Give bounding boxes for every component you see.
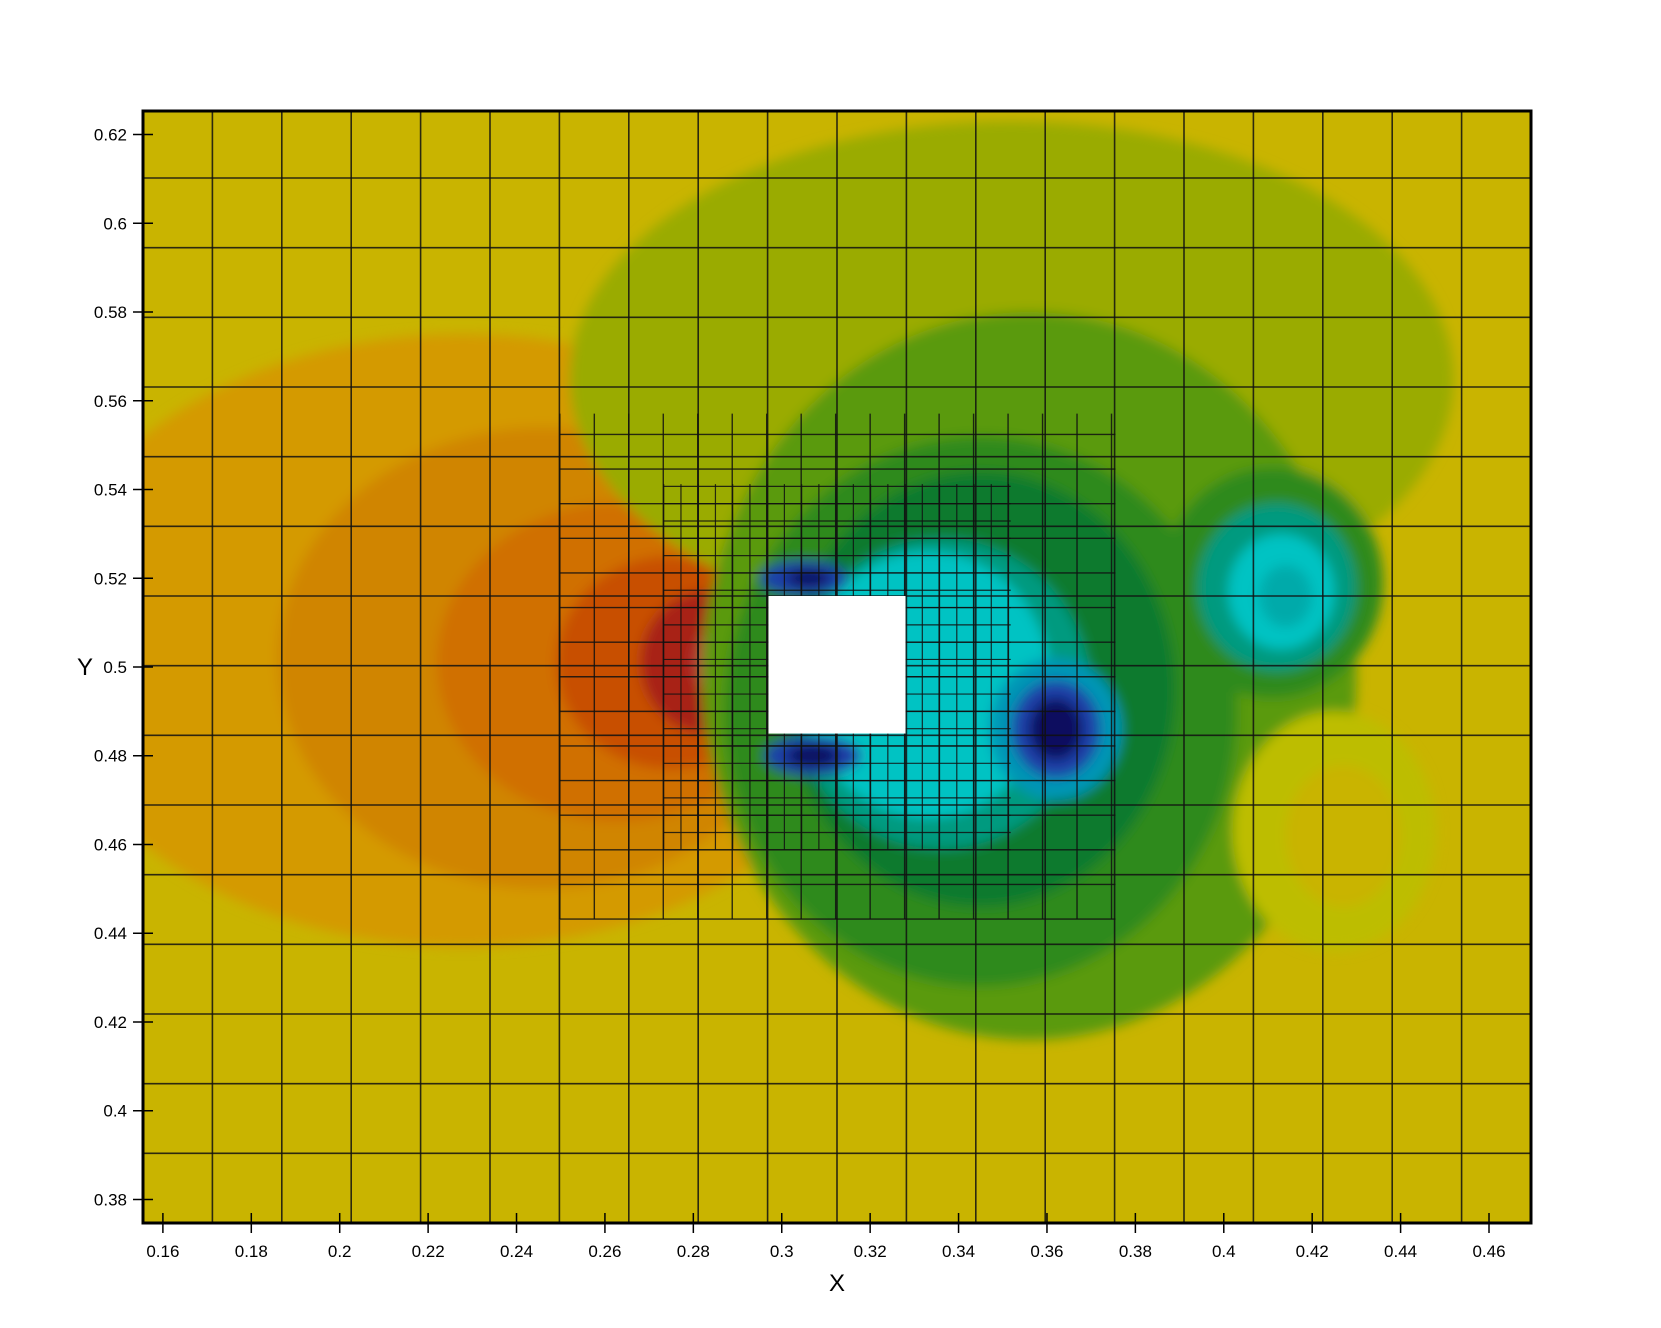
x-tick-label: 0.28 xyxy=(677,1242,710,1261)
x-axis-label: X xyxy=(829,1270,845,1297)
x-tick-label: 0.34 xyxy=(942,1242,975,1261)
y-tick-label: 0.54 xyxy=(94,481,127,500)
y-tick-label: 0.4 xyxy=(103,1102,127,1121)
y-axis-ticks: 0.38 0.4 0.42 0.44 0.46 0.48 0.5 0.52 0.54 0.56 0.… xyxy=(94,126,153,1209)
x-tick-label: 0.4 xyxy=(1212,1242,1236,1261)
y-tick-label: 0.48 xyxy=(94,747,127,766)
x-tick-label: 0.32 xyxy=(854,1242,887,1261)
x-tick-label: 0.3 xyxy=(770,1242,794,1261)
y-tick-label: 0.6 xyxy=(103,214,127,233)
x-tick-label: 0.2 xyxy=(328,1242,352,1261)
contour-region-22 xyxy=(786,569,831,588)
x-tick-label: 0.24 xyxy=(500,1242,533,1261)
y-tick-label: 0.46 xyxy=(94,835,127,854)
y-tick-label: 0.56 xyxy=(94,392,127,411)
y-tick-label: 0.52 xyxy=(94,569,127,588)
x-tick-label: 0.46 xyxy=(1472,1242,1505,1261)
y-tick-label: 0.5 xyxy=(103,658,127,677)
y-tick-label: 0.62 xyxy=(94,126,127,145)
x-tick-label: 0.18 xyxy=(235,1242,268,1261)
mesh-coarse xyxy=(143,111,1531,1223)
x-tick-label: 0.22 xyxy=(412,1242,445,1261)
y-axis-label: Y xyxy=(77,654,93,681)
x-axis-ticks: 0.16 0.18 0.2 0.22 0.24 0.26 0.28 0.3 0.32 0.34 0.… xyxy=(146,1213,1506,1261)
contour-region-17 xyxy=(1285,764,1401,907)
contour-region-20 xyxy=(1029,698,1083,761)
obstacle-square xyxy=(768,596,906,734)
y-tick-label: 0.44 xyxy=(94,924,127,943)
y-tick-label: 0.42 xyxy=(94,1013,127,1032)
x-tick-label: 0.42 xyxy=(1296,1242,1329,1261)
x-tick-label: 0.44 xyxy=(1384,1242,1417,1261)
x-tick-label: 0.38 xyxy=(1119,1242,1152,1261)
x-tick-label: 0.26 xyxy=(588,1242,621,1261)
x-tick-label: 0.16 xyxy=(146,1242,179,1261)
y-tick-label: 0.38 xyxy=(94,1190,127,1209)
y-tick-label: 0.58 xyxy=(94,303,127,322)
contour-region-24 xyxy=(786,744,840,767)
x-tick-label: 0.36 xyxy=(1030,1242,1063,1261)
